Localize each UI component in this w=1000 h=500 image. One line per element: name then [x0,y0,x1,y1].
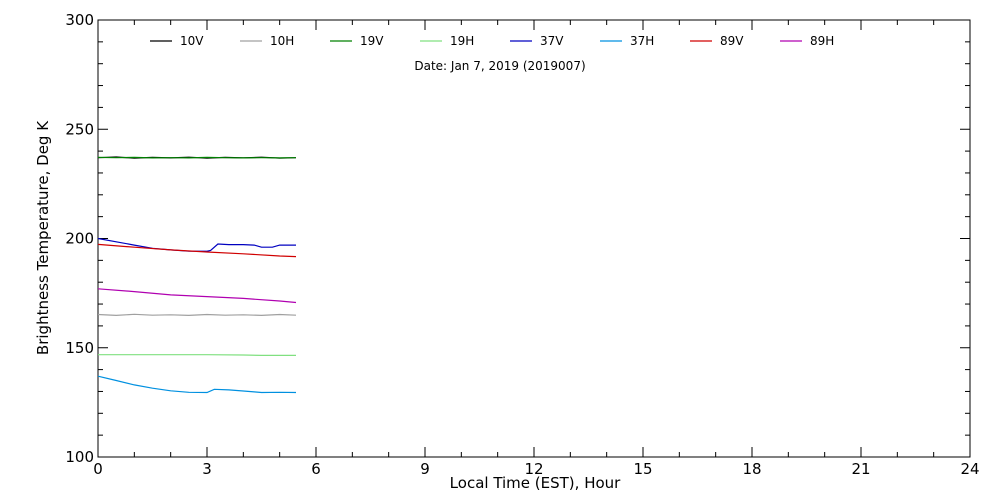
legend-label-89V: 89V [720,34,744,48]
y-tick-label: 300 [65,11,94,29]
axis-ticks: 0 3 6 9 12 15 18 21 24 100 150 200 250 300 [65,11,979,478]
y-tick-label: 200 [65,230,94,248]
series-layer [97,156,297,394]
y-axis-title: Brightness Temperature, Deg K [34,120,52,355]
x-tick-label: 24 [960,460,979,478]
series-line-89V [97,243,297,258]
x-tick-label: 6 [311,460,321,478]
y-tick-label: 100 [65,448,94,466]
series-line-10H [97,313,297,317]
series-line-37H [97,375,297,394]
x-axis-title: Local Time (EST), Hour [450,474,621,492]
series-line-37V [97,237,296,252]
y-tick-label: 150 [65,339,94,357]
legend-label-19H: 19H [450,34,474,48]
plot-frame [97,19,971,458]
series-line-19H [98,354,296,356]
series-line-89H [97,288,297,304]
x-tick-label: 21 [851,460,870,478]
date-annotation: Date: Jan 7, 2019 (2019007) [414,59,585,73]
series-line-19V [97,156,297,159]
x-tick-label: 3 [202,460,212,478]
legend-label-37H: 37H [630,34,654,48]
y-tick-label: 250 [65,120,94,138]
x-tick-label: 0 [93,460,103,478]
legend-label-10V: 10V [180,34,204,48]
x-tick-label: 15 [633,460,652,478]
legend-label-19V: 19V [360,34,384,48]
legend: 10V 10H 19V 19H 37V 37H 89V 89H [150,34,834,48]
x-tick-label: 18 [742,460,761,478]
x-tick-label: 12 [524,460,543,478]
legend-label-10H: 10H [270,34,294,48]
legend-label-89H: 89H [810,34,834,48]
legend-label-37V: 37V [540,34,564,48]
x-tick-label: 9 [420,460,430,478]
